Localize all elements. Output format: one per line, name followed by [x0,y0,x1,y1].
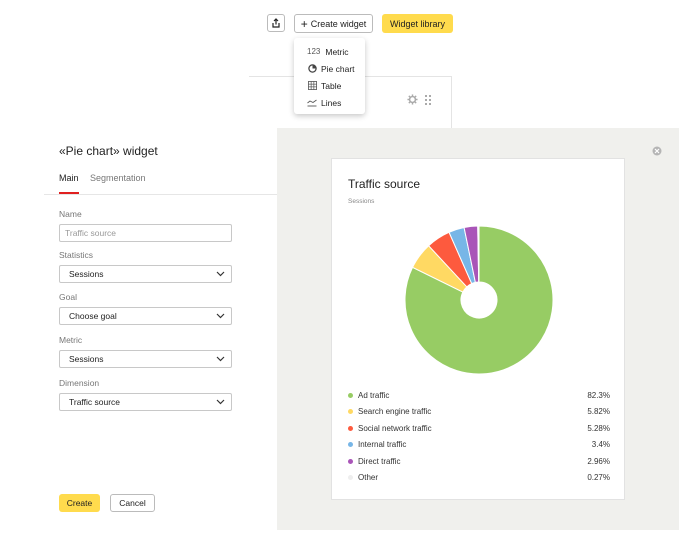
pie-slice-other[interactable] [477,225,480,283]
menu-item-label: Table [321,80,342,91]
legend-swatch [348,458,353,464]
menu-item-metric[interactable]: 123 Metric [294,43,365,60]
widget-preview-card: Traffic source Sessions Ad traffic 82.3% S… [331,158,625,500]
share-button[interactable] [267,14,285,32]
widget-library-label: Widget library [389,18,445,29]
statistics-select[interactable]: Sessions [59,265,232,283]
dimension-value: Traffic source [69,397,121,407]
legend-label: Social network traffic [358,423,432,433]
lines-icon [307,98,317,108]
name-field[interactable]: Traffic source [59,224,232,242]
share-icon [272,18,280,28]
tab-segmentation[interactable]: Segmentation [90,173,146,183]
active-tab-indicator [59,192,79,194]
create-widget-dropdown: 123 Metric Pie chart Table [294,38,365,114]
chevron-down-icon [216,313,225,319]
metric-value: Sessions [69,354,104,364]
legend-row[interactable]: Direct traffic 2.96% [348,453,610,470]
legend-row[interactable]: Social network traffic 5.28% [348,420,610,437]
legend-row[interactable]: Other 0.27% [348,470,610,487]
chevron-down-icon [216,356,225,362]
create-widget-label: Create widget [310,18,367,29]
legend-value: 3.4% [591,440,610,450]
drag-handle-icon[interactable] [425,95,432,105]
statistics-value: Sessions [69,269,104,279]
metric-select[interactable]: Sessions [59,350,232,368]
metric-label: Metric [59,335,83,345]
pie-chart [404,225,554,375]
goal-label: Goal [59,292,77,302]
tab-divider [44,194,277,195]
modal-title: «Pie chart» widget [59,144,158,158]
legend-row[interactable]: Search engine traffic 5.82% [348,404,610,421]
dimension-select[interactable]: Traffic source [59,393,232,411]
create-widget-button[interactable]: + Create widget [294,14,373,33]
close-icon[interactable] [652,146,662,156]
name-field-placeholder: Traffic source [65,228,117,238]
name-label: Name [59,209,82,219]
legend-swatch [348,392,353,398]
preview-title: Traffic source [348,177,421,191]
legend-label: Ad traffic [358,390,390,400]
menu-item-label: Metric [325,46,349,57]
legend-swatch [348,442,353,448]
cancel-button-label: Cancel [119,498,146,508]
legend-value: 82.3% [587,390,610,400]
cancel-button[interactable]: Cancel [110,494,155,512]
preview-pane: Traffic source Sessions Ad traffic 82.3% S… [277,128,679,530]
goal-value: Choose goal [69,311,117,321]
create-button-label: Create [66,498,93,508]
chevron-down-icon [216,271,225,277]
legend-swatch [348,409,353,415]
create-button[interactable]: Create [59,494,100,512]
menu-item-pie-chart[interactable]: Pie chart [294,60,365,77]
legend-value: 5.82% [587,407,610,417]
plus-icon: + [300,16,308,31]
legend-label: Internal traffic [358,440,407,450]
menu-item-table[interactable]: Table [294,77,365,94]
preview-subtitle: Sessions [348,198,375,205]
legend-swatch [348,475,353,481]
settings-pane: «Pie chart» widget Main Segmentation Nam… [44,128,277,530]
menu-item-lines[interactable]: Lines [294,94,365,111]
legend-value: 0.27% [587,473,610,483]
legend-swatch [348,425,353,431]
pie-chart-widget-modal: «Pie chart» widget Main Segmentation Nam… [44,128,679,530]
goal-select[interactable]: Choose goal [59,307,232,325]
gear-icon[interactable] [407,94,418,105]
statistics-label: Statistics [59,250,94,260]
chevron-down-icon [216,399,225,405]
legend-row[interactable]: Internal traffic 3.4% [348,437,610,454]
widget-library-button[interactable]: Widget library [382,14,453,33]
chart-legend: Ad traffic 82.3% Search engine traffic 5.82… [348,387,610,486]
pie-chart-icon [307,64,317,74]
table-icon [307,81,317,91]
number-icon: 123 [307,47,321,56]
pie-slice-ad-traffic[interactable] [404,225,554,375]
legend-value: 5.28% [587,423,610,433]
menu-item-label: Pie chart [321,63,355,74]
legend-label: Search engine traffic [358,407,432,417]
menu-item-label: Lines [321,97,342,108]
legend-label: Other [358,473,379,483]
legend-row[interactable]: Ad traffic 82.3% [348,387,610,404]
dimension-label: Dimension [59,378,100,388]
legend-label: Direct traffic [358,456,401,466]
tab-main[interactable]: Main [59,173,79,183]
legend-value: 2.96% [587,456,610,466]
